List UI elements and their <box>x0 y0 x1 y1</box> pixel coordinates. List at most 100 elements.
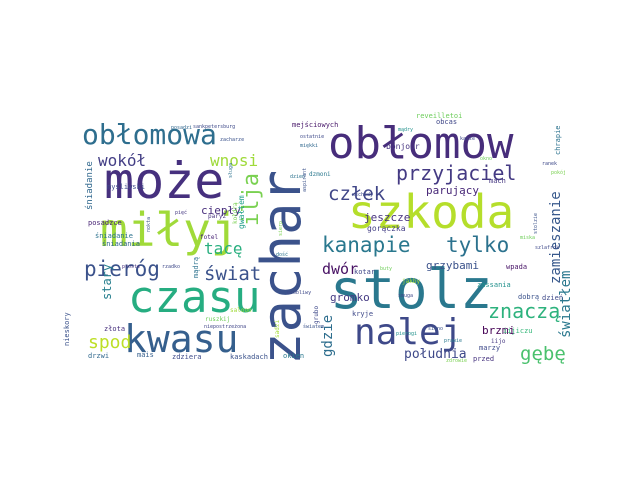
cloud-word: ilja <box>239 173 264 226</box>
cloud-background <box>80 118 570 364</box>
cloud-word: prawie <box>444 338 462 344</box>
cloud-word: kołdrą <box>232 202 239 224</box>
cloud-word: smuga <box>398 293 413 299</box>
cloud-word: pokój <box>551 169 566 176</box>
cloud-word: wpada <box>506 263 527 271</box>
cloud-word: grzybami <box>426 259 479 272</box>
cloud-word: posadzi <box>171 125 192 131</box>
cloud-word: mais <box>137 351 154 359</box>
cloud-word: zdrowie <box>446 358 467 364</box>
cloud-word: zdziera <box>172 353 202 361</box>
cloud-word: śniadania <box>102 240 140 248</box>
cloud-word: fotel <box>200 234 218 241</box>
cloud-word: gromko <box>330 291 370 304</box>
cloud-word: gwałtem <box>237 195 246 229</box>
cloud-word: nieskory <box>63 312 71 346</box>
cloud-word: ciepły <box>201 204 241 217</box>
cloud-word: paryż <box>208 213 226 220</box>
cloud-word: mądrą <box>192 257 200 278</box>
cloud-word: reveilletoi <box>416 112 462 120</box>
cloud-word: parujący <box>426 184 479 197</box>
cloud-word: okno <box>480 156 492 162</box>
cloud-word: kwasu <box>124 317 238 361</box>
cloud-word: pieróg <box>84 257 160 281</box>
cloud-word: grubo <box>313 306 320 324</box>
cloud-word: gębę <box>520 343 566 365</box>
cloud-word: zamieszanie <box>548 191 564 284</box>
cloud-word: buty <box>380 266 392 272</box>
cloud-word: iijo <box>491 338 506 345</box>
cloud-word: obcas <box>436 118 457 126</box>
cloud-word: sługa <box>228 163 234 178</box>
cloud-word: dzień <box>290 173 305 180</box>
cloud-word: drzwi <box>88 352 109 360</box>
cloud-word: rzadko <box>162 264 180 270</box>
cloud-word: brzmi <box>482 324 515 337</box>
cloud-word: nalej <box>354 312 462 353</box>
cloud-word: miłyj <box>100 203 238 257</box>
cloud-word: obłomowa <box>82 118 217 151</box>
cloud-word: saloon <box>230 307 252 314</box>
cloud-word: światem <box>303 323 324 330</box>
cloud-word: śniadanie <box>84 161 95 210</box>
cloud-word: sieno <box>428 326 443 332</box>
cloud-word: wschody <box>352 192 373 198</box>
cloud-word: śniadanie <box>95 232 133 240</box>
cloud-word: światłem <box>558 271 574 338</box>
cloud-word: miska <box>520 235 535 241</box>
cloud-word: stary <box>100 264 114 300</box>
cloud-word: przyjaciel <box>396 161 516 185</box>
cloud-word: pięć <box>175 209 187 216</box>
cloud-word: pierogi <box>396 331 417 337</box>
cloud-word: iijiczu <box>503 327 533 335</box>
cloud-word: zachar <box>250 170 313 365</box>
cloud-word: niepostrzeżona <box>204 324 246 330</box>
cloud-word: wnosi <box>210 151 258 170</box>
cloud-word: ranek <box>542 161 557 167</box>
cloud-word: południa <box>404 347 467 362</box>
cloud-word: ruszkij <box>205 316 230 323</box>
cloud-word: stolz <box>330 258 493 321</box>
cloud-word: spod <box>88 332 131 353</box>
cloud-word: kryje <box>352 310 373 318</box>
cloud-word: może <box>104 152 224 210</box>
cloud-word: nokta <box>146 217 152 232</box>
cloud-word: zassania <box>477 281 511 289</box>
cloud-word: gdzie <box>320 315 336 357</box>
cloud-word: dobrą <box>518 293 539 301</box>
cloud-word: ostatnie <box>300 134 324 140</box>
cloud-word: czasu <box>128 272 260 323</box>
cloud-word: mądry <box>398 127 413 133</box>
cloud-word: jakby <box>402 278 420 285</box>
cloud-word: kotar <box>354 268 375 276</box>
cloud-word: człek <box>328 183 386 205</box>
cloud-word: jeszcze <box>364 211 410 224</box>
cloud-word: stolzie <box>533 213 539 234</box>
cloud-word: dzień <box>542 294 563 302</box>
cloud-word: kanapie <box>322 233 411 257</box>
cloud-word: okien <box>283 352 304 360</box>
cloud-word: zacharze <box>220 137 244 143</box>
cloud-word: kaskadach <box>230 353 268 361</box>
cloud-word: dwór <box>322 260 358 278</box>
cloud-word: mach <box>489 177 506 185</box>
cloud-word: tacę <box>204 239 243 258</box>
cloud-word: tylko <box>446 233 509 257</box>
cloud-word: mejściowych <box>292 121 338 129</box>
cloud-word: szlafrok <box>535 245 559 251</box>
cloud-word: dzmoni <box>309 171 331 178</box>
cloud-word: osobliwy <box>287 290 311 296</box>
cloud-word: gorączka <box>367 224 406 233</box>
cloud-word: marzy <box>479 344 500 352</box>
cloud-word: chrapie <box>554 125 562 155</box>
cloud-word: złota <box>104 325 125 333</box>
cloud-word: miękki <box>300 143 318 149</box>
cloud-word: sierp <box>278 221 284 236</box>
cloud-word: sankpetersburg <box>193 124 235 130</box>
cloud-word: proste <box>122 264 140 270</box>
cloud-word: obłomow <box>328 118 514 169</box>
cloud-word: sadzi <box>274 320 281 338</box>
cloud-word: aspirant <box>302 168 308 192</box>
